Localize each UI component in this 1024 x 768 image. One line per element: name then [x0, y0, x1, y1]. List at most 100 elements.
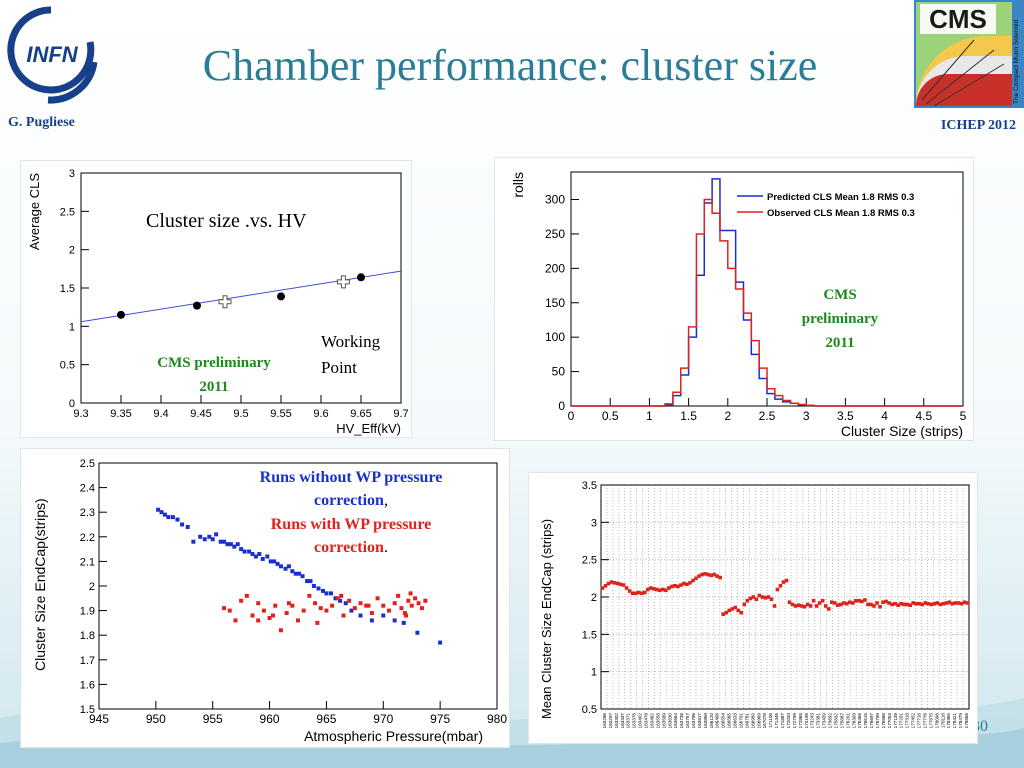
x-tick-label: 166554 — [721, 713, 726, 729]
data-point — [242, 549, 247, 554]
data-point — [293, 571, 298, 576]
chart-cls-vs-hv-panel: 9.3 9.35 9.4 9.45 9.5 9.55 9.6 9.65 9.7 0 0.5 1 1.5 2… — [20, 160, 412, 438]
x-tick-label: 163378 — [632, 713, 637, 729]
x-tick-label: 177053 — [887, 713, 892, 729]
conference-label: ICHEP 2012 — [940, 118, 1016, 133]
data-point — [396, 593, 401, 598]
data-point — [618, 582, 623, 587]
x-tick-label: 163402 — [638, 713, 643, 729]
data-point — [277, 292, 285, 301]
x-tick-label: 178098 — [934, 713, 939, 729]
data-point — [902, 602, 906, 607]
data-point — [658, 588, 662, 593]
data-point — [233, 618, 238, 623]
data-point — [278, 564, 283, 569]
plot-frame — [98, 462, 498, 710]
y-tick-label: 2.5 — [80, 458, 95, 470]
y-tick-label: 1.9 — [80, 606, 95, 618]
data-point — [884, 599, 888, 604]
chart-cls-histogram-panel: 0 0.5 1 1.5 2 2.5 3 3.5 4 4.5 5 0 50 100 150 200 250 300 C… — [494, 157, 974, 441]
data-point — [651, 586, 656, 591]
data-point — [191, 539, 196, 544]
x-tick-label: 173243 — [810, 713, 815, 729]
data-point — [932, 601, 937, 606]
preliminary-label: CMS preliminary — [157, 355, 271, 371]
x-tick-label: 173381 — [816, 713, 821, 729]
data-point — [286, 564, 291, 569]
x-tick-label: 2 — [724, 409, 731, 423]
data-point — [962, 600, 967, 605]
x-tick-label: 172799 — [792, 713, 797, 729]
data-point — [423, 598, 428, 603]
legend-annotation-suffix: , — [384, 492, 388, 509]
data-point — [335, 596, 340, 601]
data-point — [170, 515, 175, 520]
x-tick-label: 163738 — [679, 713, 684, 729]
x-tick-label: 166120 — [709, 713, 714, 729]
x-tick-label: 1.5 — [680, 409, 697, 423]
data-point — [639, 591, 644, 596]
data-point — [905, 602, 909, 607]
data-point — [305, 579, 310, 584]
x-tick-label: 163482 — [649, 713, 654, 729]
x-tick-label: 163869 — [703, 713, 708, 729]
chart-cls-vs-pressure: 945 950 955 960 965 970 975 980 1.5 1.6 1.7 1.8 1.9 2… — [32, 458, 507, 744]
x-tick-label: 176697 — [869, 713, 874, 729]
x-tick-label: 172868 — [798, 713, 803, 729]
data-point — [784, 578, 789, 583]
data-point — [307, 593, 312, 598]
data-point — [333, 596, 338, 601]
data-point — [697, 574, 701, 578]
x-tick-label: 9.7 — [393, 408, 408, 420]
data-point — [406, 598, 411, 603]
data-point — [763, 595, 768, 600]
chart-annotation: Cluster size .vs. HV — [146, 210, 307, 232]
data-point — [366, 603, 371, 608]
data-point — [923, 601, 928, 605]
data-point — [787, 600, 792, 605]
legend-annotation-text: Runs without WP pressure — [260, 469, 443, 486]
data-point — [715, 574, 719, 578]
data-point — [917, 601, 922, 606]
data-point — [896, 603, 900, 608]
y-tick-label: 3 — [69, 168, 75, 180]
y-tick-label: 1.5 — [582, 629, 597, 641]
data-point — [745, 598, 750, 603]
data-point — [193, 301, 201, 310]
data-point-cross — [336, 275, 350, 289]
data-point — [869, 602, 873, 607]
data-point — [330, 603, 335, 608]
data-point — [733, 605, 738, 610]
data-point — [630, 591, 635, 596]
data-point — [339, 593, 344, 598]
y-tick-label: 1.5 — [80, 704, 95, 716]
data-point — [261, 608, 266, 613]
data-point — [301, 608, 306, 613]
x-tick-label: 163297 — [608, 713, 613, 729]
data-point — [781, 580, 786, 584]
y-tick-label: 0 — [69, 398, 75, 410]
data-point — [742, 602, 747, 607]
x-tick-label: 163796 — [691, 713, 696, 729]
histogram-series-observed — [571, 198, 963, 407]
data-point — [419, 606, 424, 611]
legend-annotation: Runs without WP pressure — [260, 469, 443, 486]
data-point — [688, 581, 692, 585]
x-tick-label: 975 — [430, 712, 450, 726]
data-point — [416, 601, 421, 606]
data-point — [290, 569, 295, 574]
data-point — [214, 532, 219, 537]
data-point — [267, 615, 272, 620]
y-tick-label: 100 — [545, 330, 565, 344]
data-point — [667, 586, 671, 590]
x-tick-label: 177776 — [922, 713, 927, 729]
x-tick-label: 177201 — [899, 713, 904, 729]
y-tick-label: 1.6 — [80, 679, 95, 691]
x-tick-label: 163302 — [614, 713, 619, 729]
data-point — [866, 602, 870, 607]
data-point — [908, 603, 912, 608]
data-point — [790, 602, 795, 607]
x-tick-label: 163337 — [620, 713, 625, 729]
y-tick-label: 150 — [545, 296, 565, 310]
data-point — [321, 588, 326, 593]
